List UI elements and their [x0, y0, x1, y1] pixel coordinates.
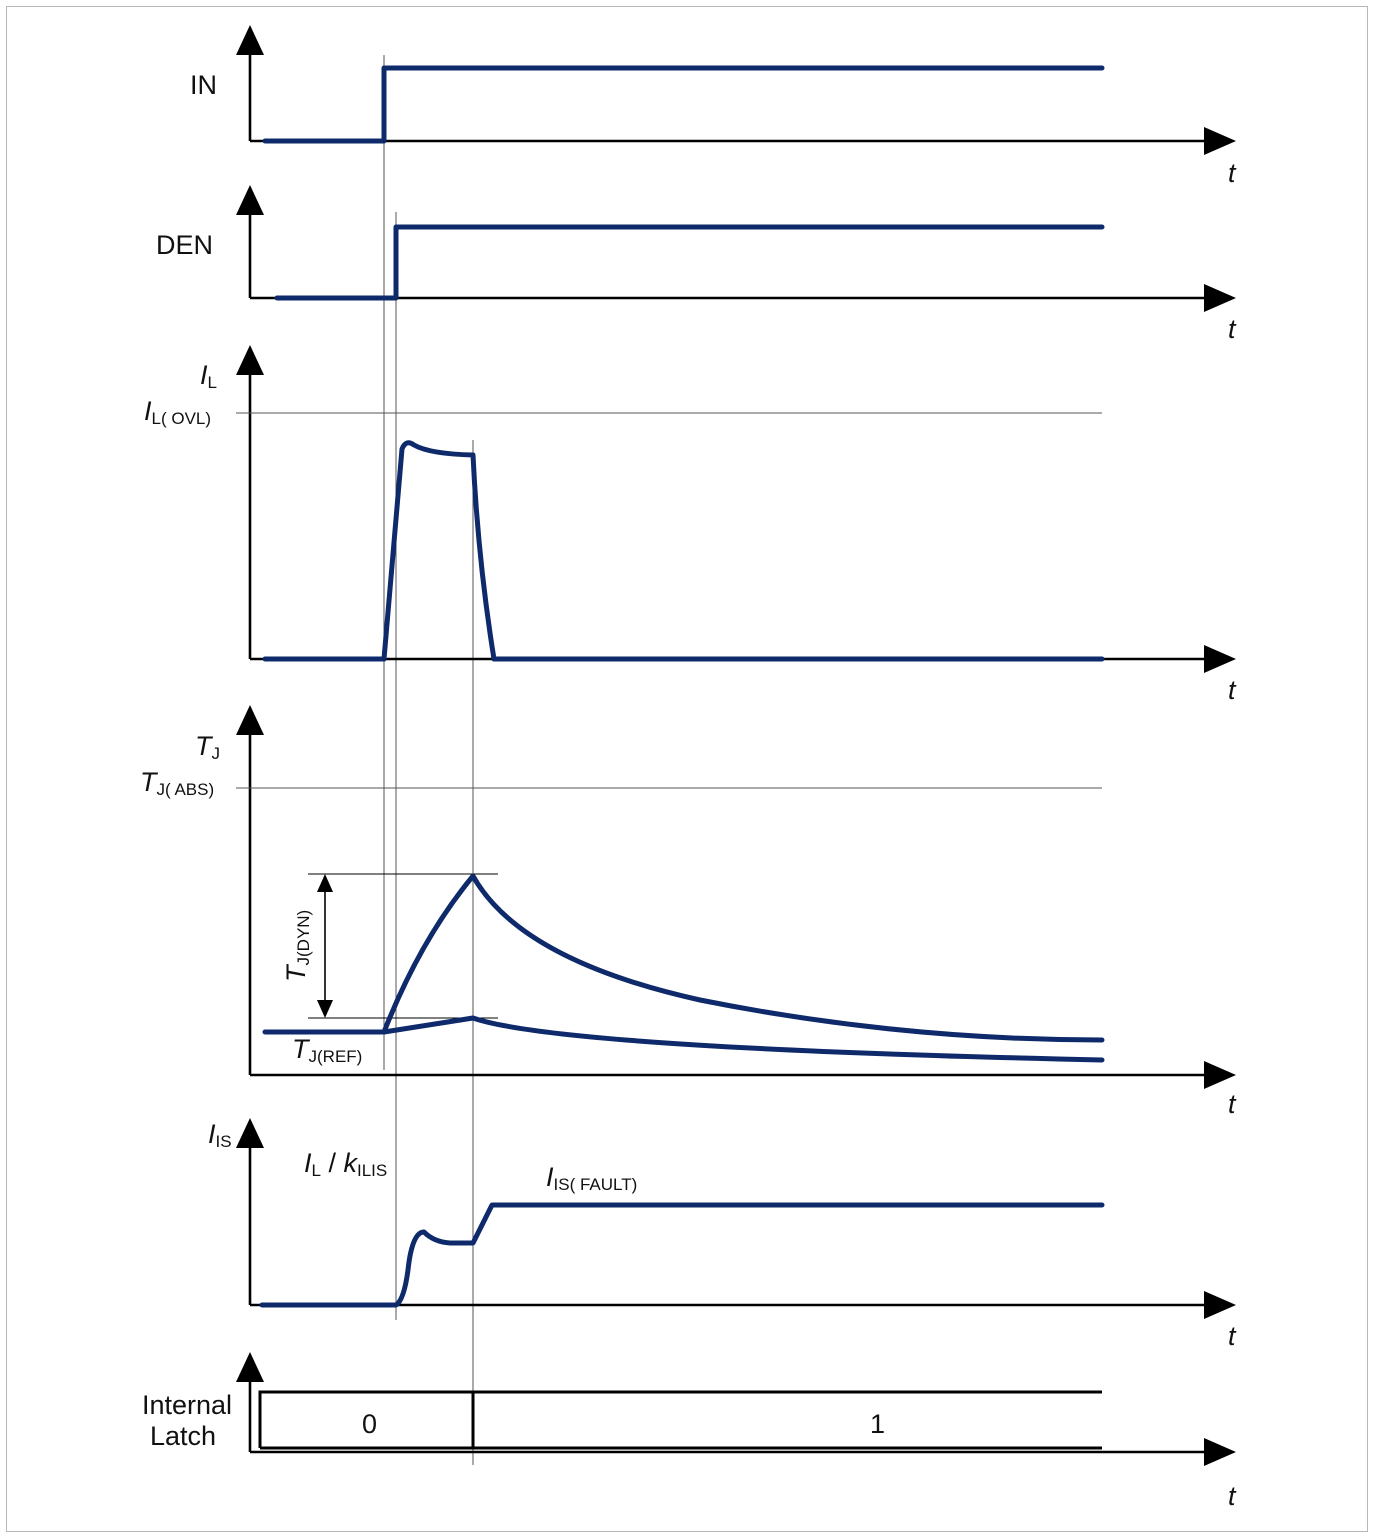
latch-state-1: 1 [870, 1409, 885, 1439]
is-fault-label: IIS( FAULT) [546, 1162, 637, 1194]
t-axis-label: t [1228, 1089, 1237, 1119]
x-axis-arrow [1204, 1438, 1236, 1466]
signal-label-is: IIS [208, 1119, 232, 1151]
y-axis-arrow [236, 1118, 264, 1148]
y-axis-arrow [236, 185, 264, 215]
x-axis-arrow [1204, 284, 1236, 312]
latch-state-0: 0 [362, 1409, 377, 1439]
y-axis-arrow [236, 345, 264, 375]
y-axis-arrow [236, 705, 264, 735]
signal-label-in: IN [190, 70, 217, 100]
den-waveform [274, 224, 1105, 301]
t-axis-label: t [1228, 1321, 1237, 1351]
panel-latch: t Internal Latch 0 1 [142, 1352, 1237, 1511]
panel-in: t IN [190, 25, 1237, 188]
signal-label-il: IL [200, 360, 217, 392]
x-axis-arrow [1204, 1291, 1236, 1319]
panel-den: t DEN [156, 185, 1237, 344]
panel-is: t IIS IL / kILIS IIS( FAULT) [208, 1118, 1237, 1351]
threshold-label-tj-abs: TJ( ABS) [140, 767, 214, 799]
tj-dyn-arrow-down [317, 1000, 333, 1018]
is-waveform [259, 1202, 1105, 1308]
x-axis-arrow [1204, 1061, 1236, 1089]
tj-dyn-arrow-up [317, 874, 333, 892]
panel-il: t IL IL( OVL) [144, 345, 1237, 705]
panel-tj: t TJ TJ( ABS) TJ(DYN) TJ(REF) [140, 705, 1237, 1119]
tj-ref-label: TJ(REF) [292, 1034, 362, 1066]
tj-junction-waveform [262, 873, 1105, 1043]
t-axis-label: t [1228, 158, 1237, 188]
signal-label-den: DEN [156, 230, 213, 260]
t-axis-label: t [1228, 1481, 1237, 1511]
tj-dyn-label: TJ(DYN) [281, 910, 313, 982]
latch-label-line2: Latch [150, 1421, 216, 1451]
y-axis-arrow [236, 1352, 264, 1382]
tj-reference-waveform [381, 1015, 1105, 1063]
x-axis-arrow [1204, 645, 1236, 673]
t-axis-label: t [1228, 675, 1237, 705]
t-axis-label: t [1228, 314, 1237, 344]
diagram-frame [6, 6, 1368, 1532]
is-ratio-label: IL / kILIS [304, 1148, 387, 1180]
in-waveform [262, 65, 1105, 144]
latch-label-line1: Internal [142, 1390, 232, 1420]
signal-label-tj: TJ [195, 731, 220, 763]
threshold-label-il-ovl: IL( OVL) [144, 396, 211, 428]
il-waveform [262, 440, 1105, 662]
latch-box-top [258, 1390, 1102, 1448]
y-axis-arrow [236, 25, 264, 55]
x-axis-arrow [1204, 127, 1236, 155]
